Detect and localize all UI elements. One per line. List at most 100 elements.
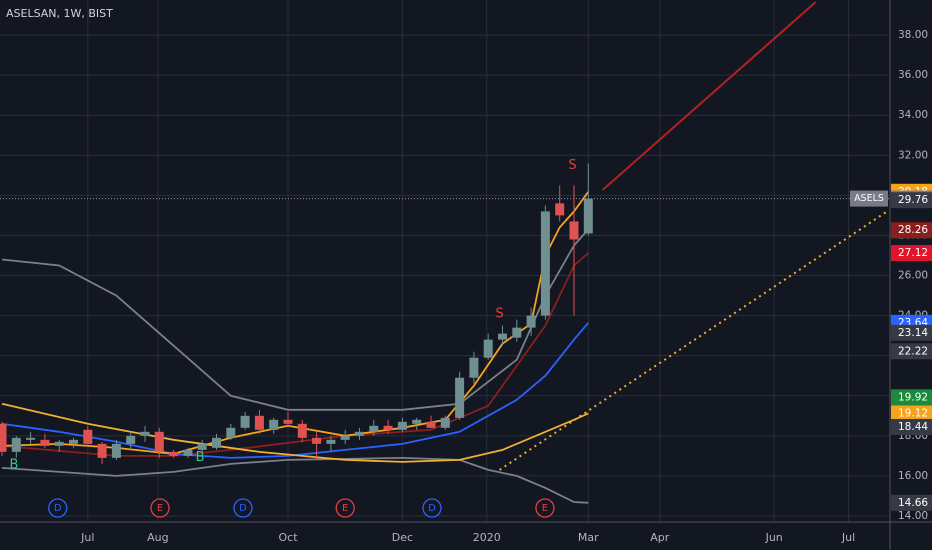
event-marker bbox=[535, 498, 555, 518]
y-tick-label: 14.00 bbox=[898, 510, 928, 522]
candle-body bbox=[83, 429, 93, 444]
price-badge bbox=[891, 494, 932, 511]
candle-body bbox=[469, 357, 479, 378]
price-badge bbox=[891, 324, 932, 341]
price-badge bbox=[891, 419, 932, 436]
candle-body bbox=[426, 421, 436, 428]
candle-body bbox=[254, 415, 264, 430]
event-label: E bbox=[157, 503, 163, 514]
event-label: D bbox=[239, 503, 247, 514]
y-tick-label: 36.00 bbox=[898, 69, 928, 81]
y-tick-label: 16.00 bbox=[898, 470, 928, 482]
price-badge-label: 28.26 bbox=[898, 224, 928, 236]
price-badge bbox=[891, 222, 932, 239]
candle-body bbox=[512, 327, 522, 338]
candle-body bbox=[526, 315, 536, 328]
price-badge bbox=[891, 405, 932, 422]
candle-body bbox=[26, 437, 36, 440]
candle-body bbox=[355, 431, 364, 436]
price-badge-label: 14.66 bbox=[898, 497, 928, 509]
candle-body bbox=[11, 437, 21, 452]
event-marker bbox=[233, 498, 253, 518]
chart-title: ASELSAN, 1W, BIST bbox=[6, 7, 113, 20]
candle-body bbox=[297, 423, 307, 438]
candle-body bbox=[212, 437, 221, 448]
x-tick-label: Dec bbox=[392, 531, 413, 544]
price-badge-label: 22.22 bbox=[898, 345, 928, 357]
candle-body bbox=[226, 427, 236, 438]
y-tick-label: 38.00 bbox=[898, 29, 928, 41]
price-badge-label: 29.76 bbox=[898, 194, 928, 206]
indicator-line bbox=[1, 191, 590, 455]
x-tick-label: Mar bbox=[578, 531, 599, 544]
x-tick-label: Jul bbox=[80, 531, 94, 544]
candle-body bbox=[140, 431, 150, 436]
candle-body bbox=[369, 425, 379, 432]
event-label: D bbox=[54, 503, 62, 514]
candle-body bbox=[240, 415, 250, 428]
candle-body bbox=[269, 419, 279, 430]
price-badge-label: 23.14 bbox=[898, 327, 928, 339]
candle-body bbox=[69, 439, 78, 444]
indicator-line bbox=[1, 456, 589, 504]
candle-body bbox=[397, 421, 407, 430]
trendline bbox=[601, 1, 817, 191]
candle-body bbox=[583, 198, 593, 234]
candle-body bbox=[183, 449, 193, 456]
candle-body bbox=[111, 443, 121, 458]
candle-body bbox=[126, 435, 136, 444]
candle-body bbox=[54, 441, 64, 446]
event-label: E bbox=[542, 503, 548, 514]
symbol-tag-bg bbox=[850, 190, 888, 207]
candle-body bbox=[383, 425, 393, 430]
signal-label: S bbox=[496, 307, 504, 322]
candle-body bbox=[440, 417, 450, 428]
candle-body bbox=[97, 443, 107, 458]
candle-body bbox=[340, 435, 350, 440]
candle-body bbox=[540, 211, 550, 316]
symbol-tag: ASELS bbox=[854, 193, 884, 204]
candle-body bbox=[569, 221, 579, 240]
y-tick-label: 32.00 bbox=[898, 149, 928, 161]
signal-label: B bbox=[10, 458, 19, 473]
event-marker bbox=[335, 498, 355, 518]
x-tick-label: Apr bbox=[650, 531, 670, 544]
candle-body bbox=[412, 419, 422, 424]
signal-label: S bbox=[568, 158, 576, 173]
candle-body bbox=[483, 339, 493, 358]
x-tick-label: 2020 bbox=[473, 531, 501, 544]
candle-body bbox=[197, 443, 207, 450]
candle-body bbox=[283, 419, 293, 424]
candle-body bbox=[555, 203, 565, 216]
y-tick-label: 34.00 bbox=[898, 109, 928, 121]
price-badge bbox=[891, 192, 932, 209]
candle-body bbox=[154, 431, 164, 452]
price-badge-label: 19.92 bbox=[898, 391, 928, 403]
event-label: D bbox=[428, 503, 436, 514]
price-badge-label: 27.12 bbox=[898, 247, 928, 259]
event-marker bbox=[150, 498, 170, 518]
price-badge bbox=[891, 343, 932, 360]
event-label: E bbox=[342, 503, 348, 514]
candle-body bbox=[455, 377, 465, 418]
signal-label: B bbox=[196, 450, 205, 465]
x-tick-label: Oct bbox=[278, 531, 298, 544]
event-marker bbox=[48, 498, 68, 518]
x-tick-label: Jul bbox=[841, 531, 855, 544]
candle-body bbox=[40, 439, 50, 446]
candle-body bbox=[169, 451, 179, 456]
price-badge-label: 18.44 bbox=[898, 421, 928, 433]
candle-body bbox=[0, 423, 7, 452]
axes: 14.0016.0018.0020.0022.0024.0026.0028.00… bbox=[80, 29, 932, 544]
plot-area: B B S S D E D E D E bbox=[0, 1, 890, 518]
x-tick-label: Aug bbox=[147, 531, 168, 544]
event-marker bbox=[422, 498, 442, 518]
y-tick-label: 26.00 bbox=[898, 270, 928, 282]
price-badge bbox=[891, 245, 932, 262]
candle-body bbox=[312, 437, 322, 444]
candle-body bbox=[326, 439, 336, 444]
price-badge-label: 19.12 bbox=[898, 407, 928, 419]
candle-body bbox=[498, 333, 507, 340]
